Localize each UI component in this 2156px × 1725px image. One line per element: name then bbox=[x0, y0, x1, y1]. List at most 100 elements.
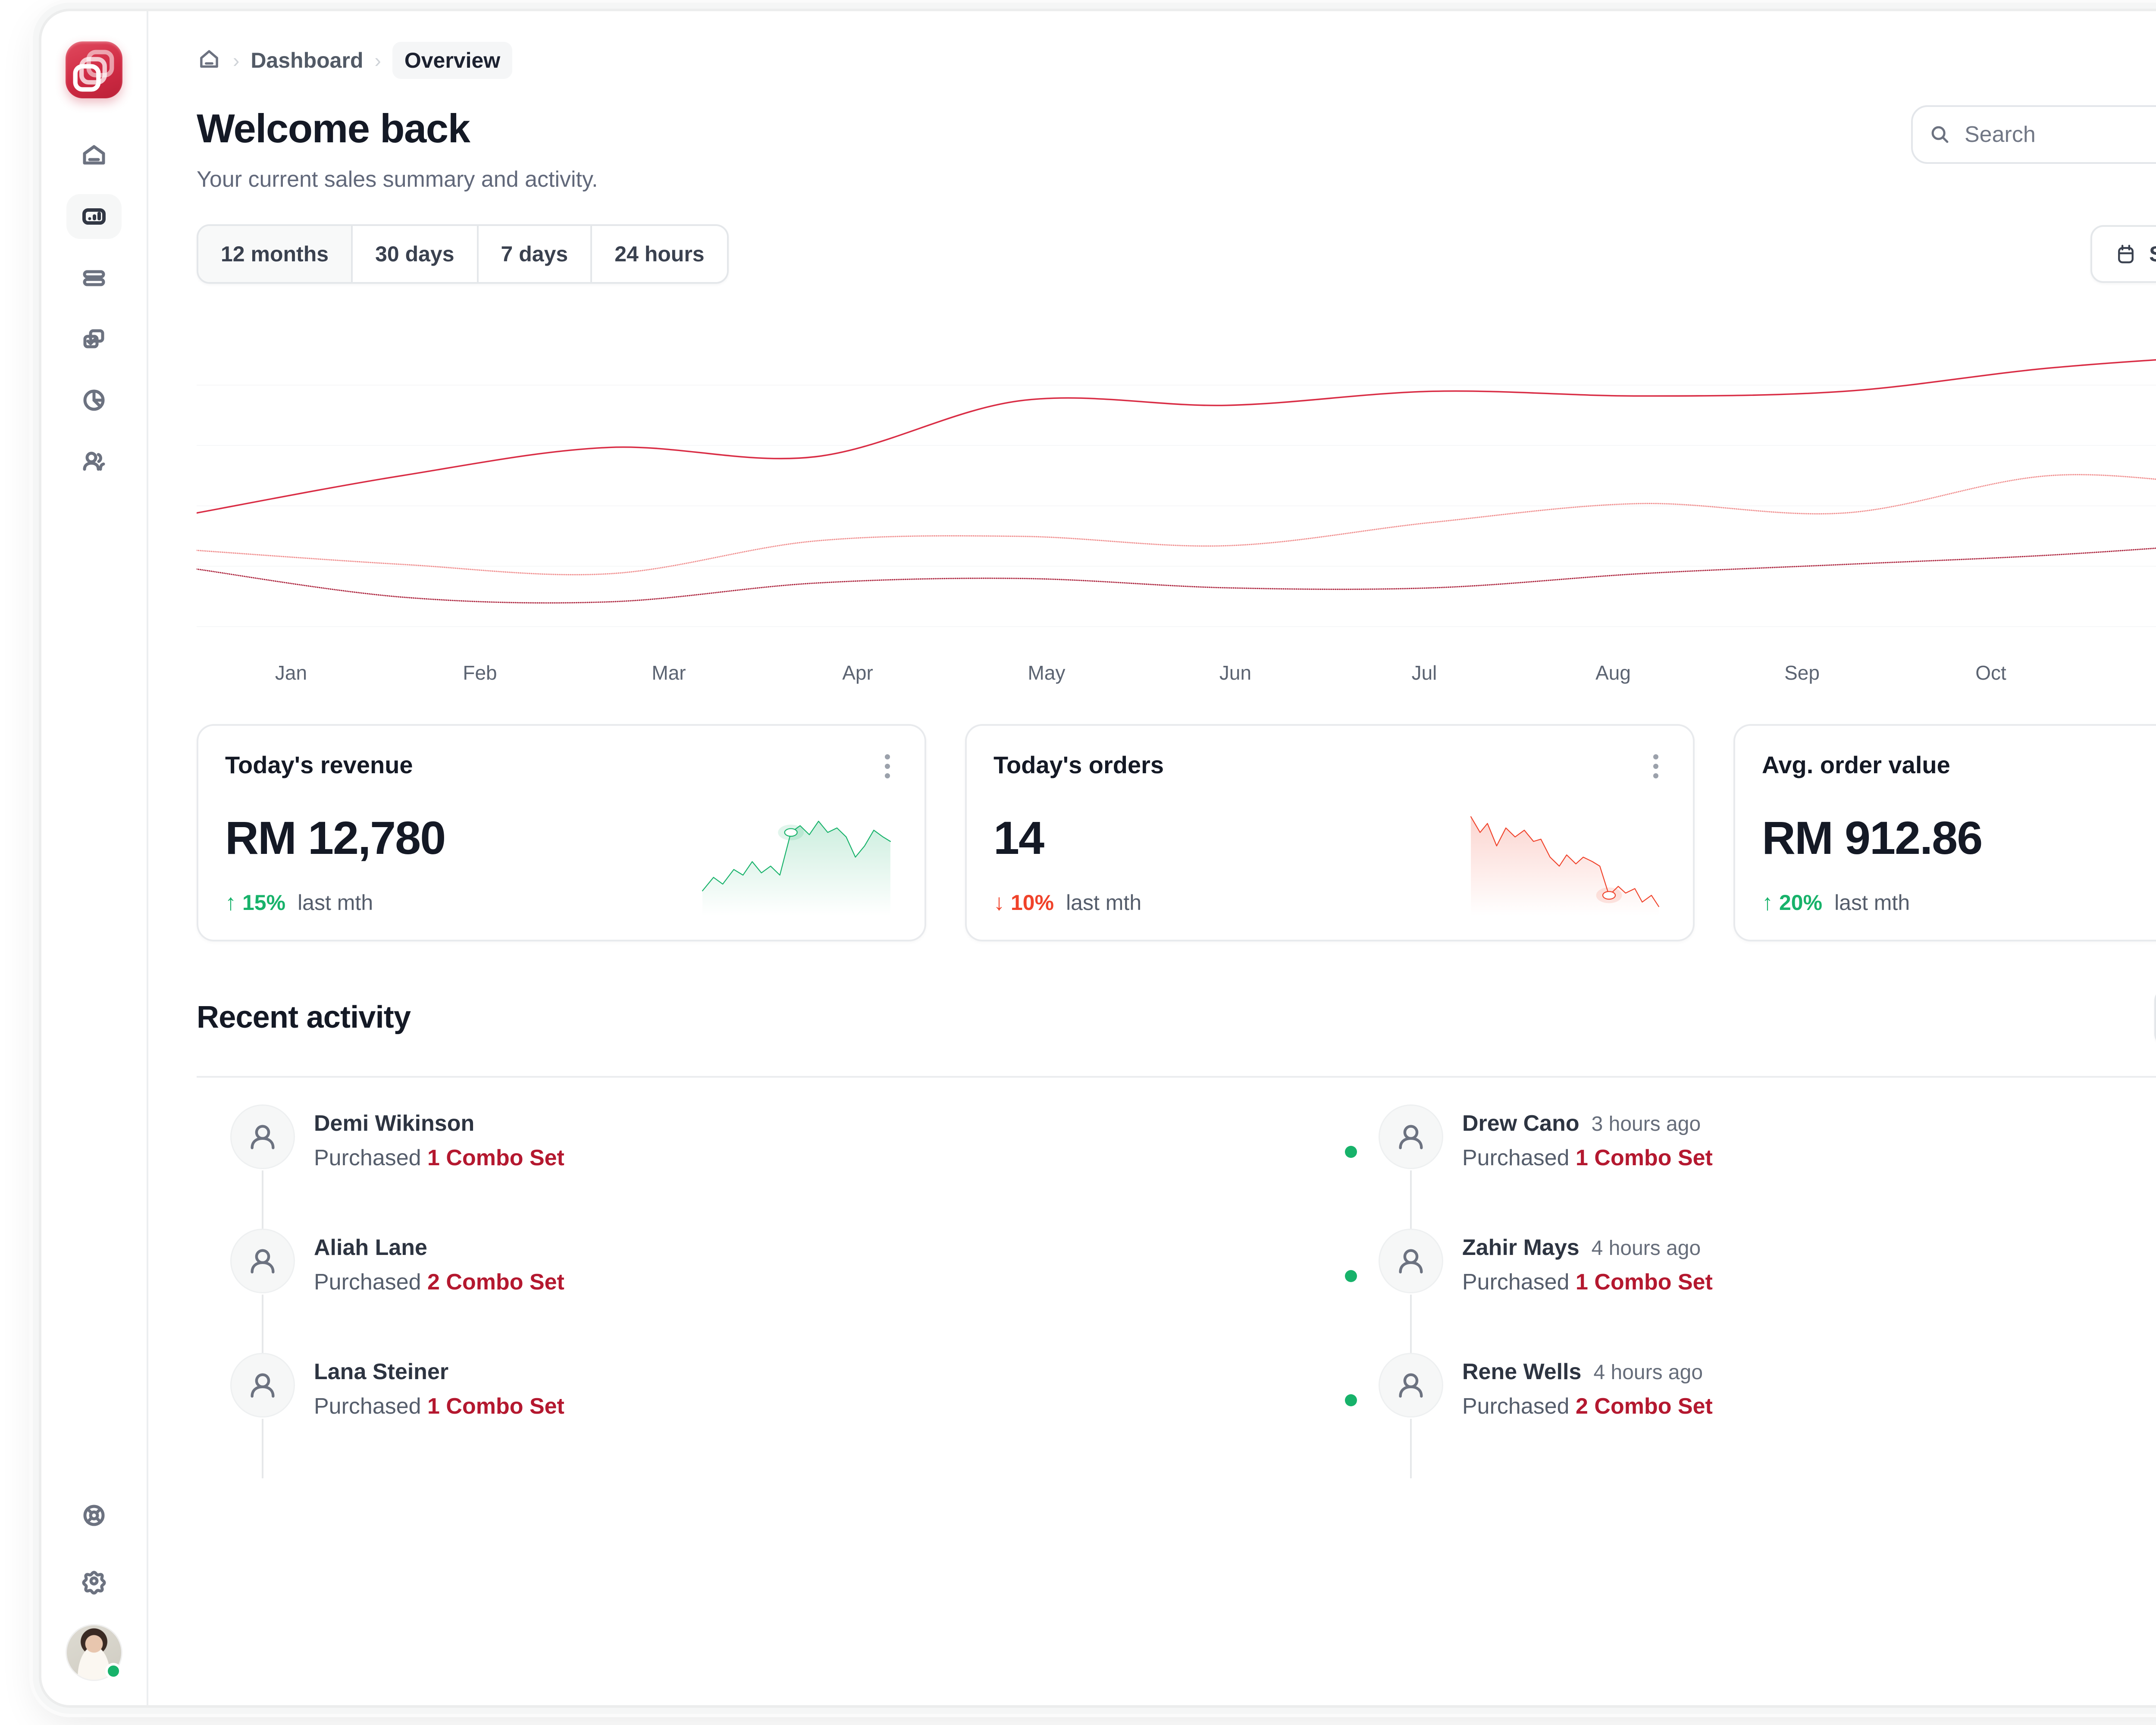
activity-bullet-slot bbox=[1345, 1353, 1360, 1406]
activity-list: Demi Wikinson Purchased 1 Combo Set Aliah … bbox=[197, 1104, 2156, 1478]
page-header: Welcome back Your current sales summary … bbox=[197, 105, 2156, 192]
tab-7-days[interactable]: 7 days bbox=[478, 226, 592, 282]
activity-name-row: Zahir Mays 4 hours ago bbox=[1462, 1235, 1713, 1261]
metric-card-1: Today's revenue RM 12,780 ↑ 15% last mth bbox=[197, 724, 926, 941]
app-logo[interactable] bbox=[66, 41, 122, 98]
metric-sparkline bbox=[1463, 808, 1666, 916]
sidebar-item-layers[interactable] bbox=[66, 255, 122, 300]
activity-name-row: Drew Cano 3 hours ago bbox=[1462, 1110, 1713, 1136]
activity-item-name: 1 Combo Set bbox=[1576, 1145, 1713, 1170]
copy-check-icon bbox=[83, 329, 104, 348]
sidebar-item-customers[interactable] bbox=[66, 439, 122, 484]
metric-card-head: Today's orders bbox=[993, 751, 1666, 782]
download-button[interactable]: Download bbox=[2154, 988, 2156, 1047]
search-input[interactable]: Search ⌘K bbox=[1911, 105, 2156, 164]
activity-text: Aliah Lane Purchased 2 Combo Set bbox=[314, 1229, 564, 1295]
activity-status-dot bbox=[1345, 1270, 1357, 1282]
sidebar-nav-bottom bbox=[66, 1493, 122, 1681]
series-line-2025 bbox=[197, 355, 2156, 513]
recent-activity-divider bbox=[197, 1076, 2156, 1078]
breadcrumb: › Dashboard › Overview bbox=[197, 40, 2156, 81]
metric-delta-arrow: ↑ bbox=[225, 890, 236, 915]
activity-item[interactable]: Demi Wikinson Purchased 1 Combo Set bbox=[197, 1104, 1315, 1230]
user-avatar-icon bbox=[251, 1373, 275, 1398]
timeline-connector bbox=[262, 1170, 263, 1230]
metric-delta: ↑ 20% last mth bbox=[1762, 890, 1982, 916]
sidebar-item-settings[interactable] bbox=[66, 1559, 122, 1603]
metric-delta-percent: 10% bbox=[1011, 891, 1054, 915]
search-placeholder: Search bbox=[1965, 122, 2036, 147]
pie-chart-icon bbox=[83, 389, 105, 411]
tab-12-months[interactable]: 12 months bbox=[198, 226, 353, 282]
recent-activity-title: Recent activity bbox=[197, 1000, 411, 1035]
sidebar-item-support[interactable] bbox=[66, 1493, 122, 1538]
x-tick-may: May bbox=[1028, 662, 1065, 684]
x-tick-aug: Aug bbox=[1595, 662, 1631, 684]
activity-avatar bbox=[230, 1229, 295, 1354]
revenue-line-chart bbox=[197, 355, 2156, 657]
x-tick-oct: Oct bbox=[1975, 662, 2006, 684]
breadcrumb-separator-2: › bbox=[374, 49, 381, 72]
bar-chart-icon bbox=[82, 208, 106, 225]
sparkline-path bbox=[702, 821, 890, 891]
timeline-connector bbox=[1410, 1170, 1412, 1230]
activity-description: Purchased 1 Combo Set bbox=[1462, 1145, 1713, 1170]
select-dates-button[interactable]: Select dates bbox=[2090, 225, 2156, 283]
dots-vertical-icon[interactable] bbox=[877, 751, 898, 782]
activity-item[interactable]: Zahir Mays 4 hours ago Purchased 1 Combo S… bbox=[1345, 1229, 2156, 1354]
activity-item[interactable]: Lana Steiner Purchased 1 Combo Set bbox=[197, 1353, 1315, 1478]
metric-card-2: Today's orders 14 ↓ 10% last mth bbox=[965, 724, 1695, 941]
period-tabs: 12 months 30 days 7 days 24 hours bbox=[197, 224, 729, 284]
sidebar-item-analytics[interactable] bbox=[66, 194, 122, 239]
x-tick-feb: Feb bbox=[463, 662, 497, 684]
avatar[interactable] bbox=[66, 1624, 122, 1681]
activity-column-right: Drew Cano 3 hours ago Purchased 1 Combo Se… bbox=[1315, 1104, 2156, 1478]
x-tick-sep: Sep bbox=[1784, 662, 1820, 684]
metric-card-body: RM 912.86 ↑ 20% last mth bbox=[1762, 808, 2156, 916]
metric-card-title: Today's revenue bbox=[225, 751, 413, 778]
user-avatar-icon bbox=[251, 1249, 275, 1273]
chart-x-axis: JanFebMarAprMayJunJulAugSepOctNovDec bbox=[197, 661, 2156, 684]
activity-avatar bbox=[1379, 1353, 1443, 1478]
layers-logo-icon bbox=[73, 50, 114, 92]
metric-delta-note: last mth bbox=[298, 891, 373, 915]
activity-item[interactable]: Rene Wells 4 hours ago Purchased 2 Combo S… bbox=[1345, 1353, 2156, 1478]
dots-vertical-icon[interactable] bbox=[1645, 751, 1666, 782]
sparkline-fill bbox=[1471, 816, 1659, 916]
metric-card-left: RM 12,780 ↑ 15% last mth bbox=[225, 811, 446, 916]
activity-item[interactable]: Drew Cano 3 hours ago Purchased 1 Combo Se… bbox=[1345, 1104, 2156, 1230]
x-tick-jun: Jun bbox=[1219, 662, 1252, 684]
x-tick-apr: Apr bbox=[842, 662, 873, 684]
activity-column-left: Demi Wikinson Purchased 1 Combo Set Aliah … bbox=[197, 1104, 1315, 1478]
breadcrumb-link-dashboard[interactable]: Dashboard bbox=[251, 48, 364, 72]
activity-item[interactable]: Aliah Lane Purchased 2 Combo Set bbox=[197, 1229, 1315, 1354]
activity-bullet-slot bbox=[197, 1104, 211, 1146]
activity-item-name: 1 Combo Set bbox=[1576, 1270, 1713, 1295]
activity-avatar bbox=[230, 1353, 295, 1478]
sidebar-item-reports[interactable] bbox=[66, 378, 122, 423]
activity-status-dot bbox=[1345, 1146, 1357, 1158]
metric-card-left: RM 912.86 ↑ 20% last mth bbox=[1762, 811, 1983, 916]
activity-name-row: Aliah Lane bbox=[314, 1235, 564, 1261]
user-avatar-icon bbox=[1399, 1125, 1423, 1149]
sidebar-item-home[interactable] bbox=[66, 133, 122, 178]
sidebar-item-tasks[interactable] bbox=[66, 317, 122, 361]
breadcrumb-current-overview[interactable]: Overview bbox=[392, 42, 513, 79]
breadcrumb-home-button[interactable] bbox=[197, 47, 222, 74]
activity-person-name: Drew Cano bbox=[1462, 1111, 1579, 1136]
activity-avatar bbox=[1379, 1104, 1443, 1230]
metric-card-body: 14 ↓ 10% last mth bbox=[993, 808, 1666, 916]
tab-30-days[interactable]: 30 days bbox=[353, 226, 479, 282]
activity-timestamp: 4 hours ago bbox=[1593, 1361, 1703, 1384]
rows-icon bbox=[83, 270, 105, 286]
activity-person-name: Demi Wikinson bbox=[314, 1111, 475, 1136]
online-status-dot bbox=[105, 1663, 122, 1679]
activity-timestamp: 4 hours ago bbox=[1591, 1237, 1701, 1260]
metric-delta-arrow: ↓ bbox=[993, 890, 1005, 915]
activity-person-name: Zahir Mays bbox=[1462, 1235, 1579, 1260]
activity-bullet-slot bbox=[197, 1229, 211, 1270]
metric-delta-percent: 20% bbox=[1779, 891, 1823, 915]
metric-card-title: Avg. order value bbox=[1762, 751, 1950, 778]
sparkline-marker bbox=[1603, 891, 1615, 899]
tab-24-hours[interactable]: 24 hours bbox=[592, 226, 727, 282]
